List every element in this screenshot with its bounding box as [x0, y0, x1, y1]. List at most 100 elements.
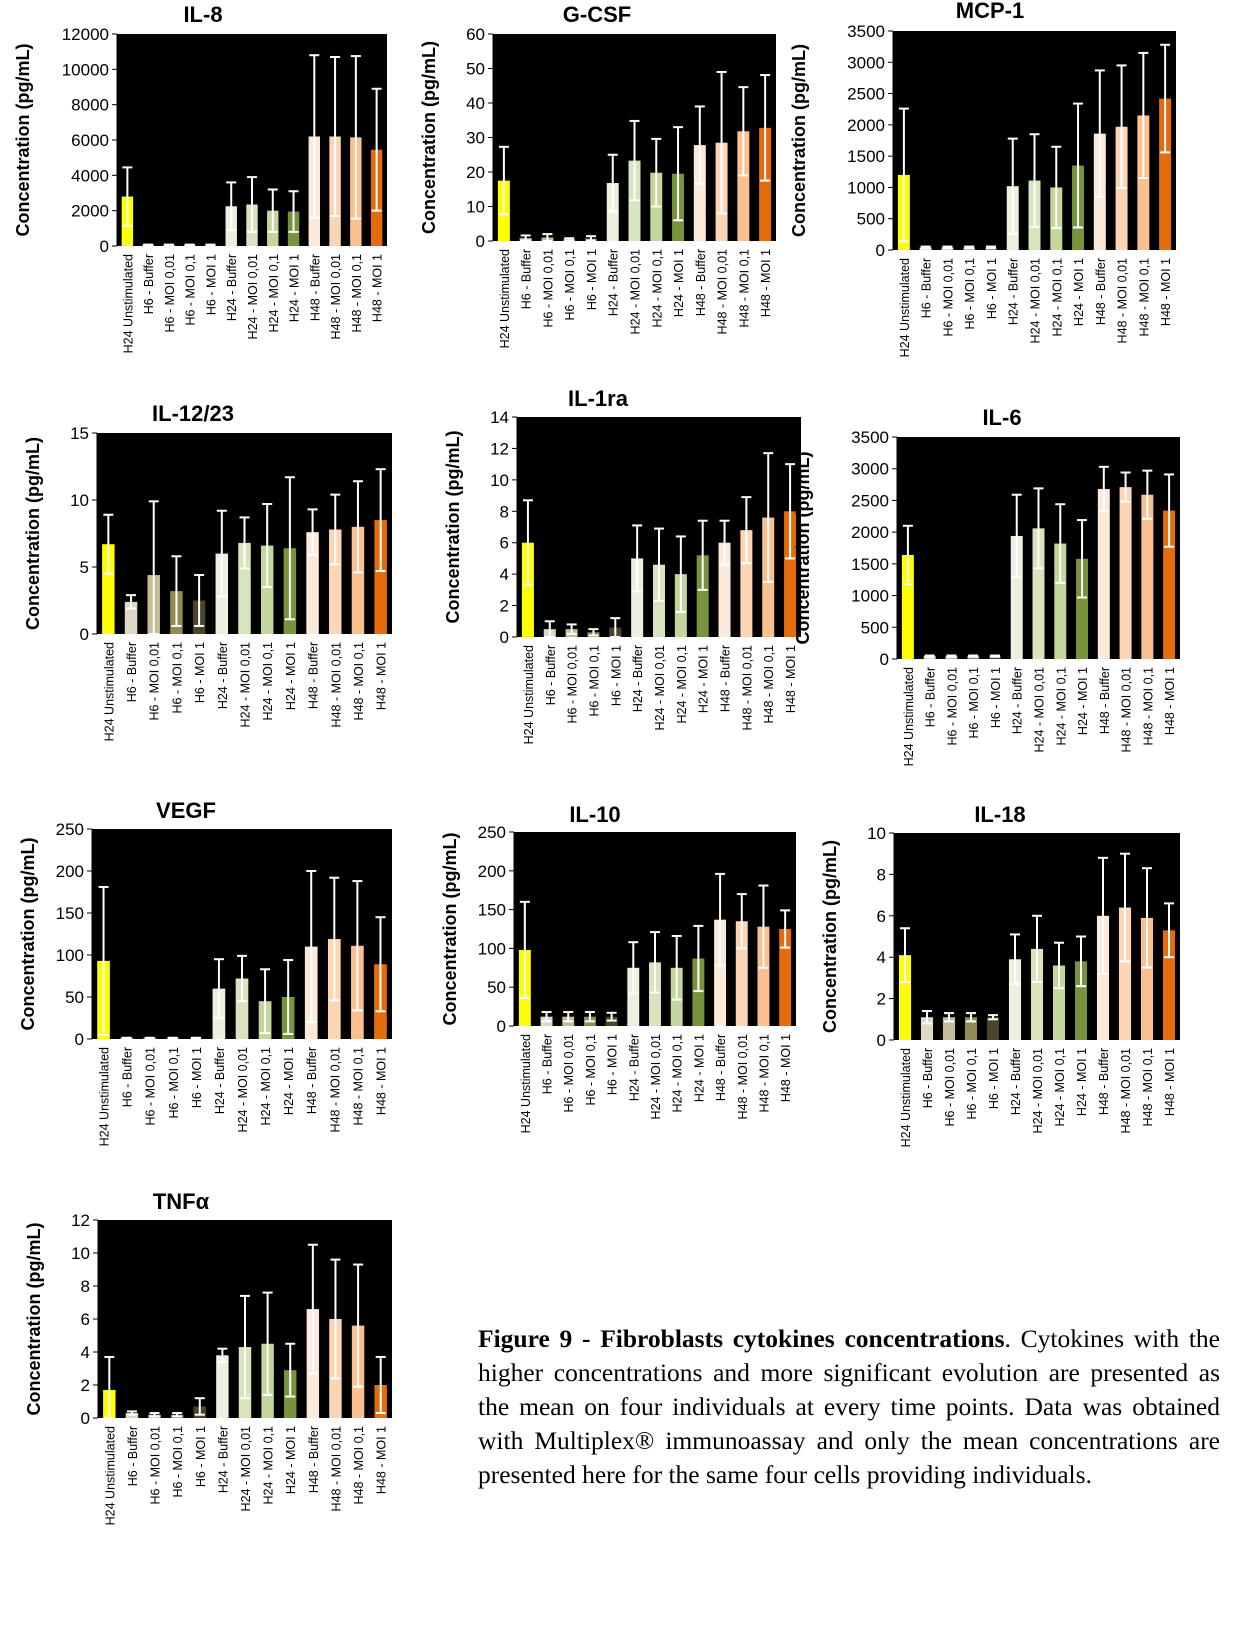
x-tick-label: H24 - MOI 0,01	[629, 249, 643, 334]
y-tick-label: 10	[490, 471, 509, 490]
bar	[216, 1355, 229, 1418]
chart-title: IL-1ra	[568, 386, 629, 411]
x-tick-label: H6 - MOI 0,1	[587, 645, 601, 717]
x-tick-label: H48 - MOI 0,01	[736, 1034, 750, 1119]
bar	[1140, 917, 1154, 1040]
x-tick-label: H48 - MOI 1	[759, 249, 773, 317]
x-tick-label: H24 - Buffer	[225, 254, 239, 321]
bar	[740, 530, 753, 637]
x-tick-label: H6 - MOI 1	[204, 254, 218, 315]
x-tick-label: H48 - MOI 0,1	[351, 1047, 365, 1126]
x-tick-label: H48 - Buffer	[1098, 667, 1112, 734]
chart-title: IL-18	[974, 802, 1025, 827]
y-tick-label: 0	[75, 1030, 84, 1049]
y-tick-label: 2	[500, 597, 509, 616]
x-tick-label: H24 Unstimulated	[498, 249, 512, 348]
x-tick-label: H48 - MOI 1	[371, 254, 385, 322]
y-tick-label: 2000	[847, 116, 885, 135]
x-tick-label: H24 - MOI 1	[1075, 1048, 1089, 1116]
x-tick-label: H6 - MOI 0,01	[941, 258, 955, 337]
x-tick-label: H6 - MOI 0,1	[170, 642, 184, 714]
x-tick-label: H24 - MOI 0,1	[675, 645, 689, 724]
chart-title: TNFα	[153, 1189, 210, 1214]
bar	[737, 131, 750, 241]
y-tick-label: 2000	[851, 523, 889, 542]
x-tick-label: H6 - Buffer	[520, 249, 534, 309]
x-tick-label: H24 - MOI 1	[1076, 667, 1090, 735]
y-tick-label: 100	[56, 946, 84, 965]
bar	[1074, 961, 1088, 1040]
bar	[1096, 915, 1110, 1040]
x-tick-label: H48 - Buffer	[307, 1426, 321, 1493]
x-tick-label: H24 - MOI 0,01	[236, 1047, 250, 1132]
bar	[306, 532, 319, 634]
x-tick-label: H24 - MOI 1	[1072, 258, 1086, 326]
x-tick-label: H24 - MOI 1	[288, 254, 302, 322]
x-tick-label: H48 - MOI 0,1	[352, 1426, 366, 1505]
x-tick-label: H24 - MOI 0,01	[239, 1426, 253, 1511]
chart-panel: IL-1ra 0 2 4 6 8 10 12 14 Concentration (pg/mL) H2…	[443, 386, 801, 744]
x-tick-label: H48 - MOI 0,01	[329, 1426, 343, 1511]
x-tick-label: H48 - MOI 1	[779, 1034, 793, 1102]
x-tick-label: H48 - MOI 1	[374, 1047, 388, 1115]
y-tick-label: 2	[81, 1376, 90, 1395]
x-tick-label: H24 - MOI 0,1	[267, 254, 281, 333]
y-tick-label: 0	[81, 1409, 90, 1428]
y-tick-label: 12	[490, 439, 509, 458]
x-tick-label: H48 - MOI 0,1	[1141, 667, 1155, 746]
y-tick-label: 40	[466, 94, 485, 113]
x-tick-label: H24 - MOI 0,1	[1053, 1048, 1067, 1127]
x-tick-label: H48 - MOI 0,01	[716, 249, 730, 334]
x-tick-label: H48 - MOI 0,1	[757, 1034, 771, 1113]
bar	[718, 542, 731, 637]
x-tick-label: H24 - MOI 0,1	[671, 1034, 685, 1113]
y-axis-label: Concentration (pg/mL)	[13, 44, 33, 237]
x-tick-label: H24 - MOI 1	[692, 1034, 706, 1102]
x-tick-label: H6 - MOI 1	[193, 642, 207, 703]
y-tick-label: 4	[877, 948, 886, 967]
y-tick-label: 5	[80, 558, 89, 577]
bar	[374, 520, 387, 634]
x-tick-label: H6 - MOI 1	[987, 1048, 1001, 1109]
x-tick-label: H6 - Buffer	[121, 1047, 135, 1107]
x-tick-label: H24 Unstimulated	[102, 642, 116, 741]
chart-title: MCP-1	[956, 0, 1024, 23]
bar	[124, 601, 138, 634]
bar	[696, 555, 709, 637]
x-tick-label: H24 - MOI 0,1	[259, 1047, 273, 1126]
bar	[631, 558, 644, 637]
y-tick-label: 200	[478, 862, 506, 881]
y-tick-label: 0	[100, 237, 109, 256]
x-tick-label: H6 - Buffer	[125, 642, 139, 702]
x-tick-label: H6 - MOI 0,1	[563, 249, 577, 321]
chart-panel: IL-18 0 2 4 6 8 10 Concentration (pg/mL) H24 Uns…	[820, 802, 1180, 1147]
y-tick-label: 15	[70, 424, 89, 443]
x-tick-label: H6 - MOI 1	[985, 258, 999, 319]
x-tick-label: H48 - MOI 1	[784, 645, 798, 713]
bar	[329, 529, 342, 634]
y-tick-label: 8	[81, 1277, 90, 1296]
y-tick-label: 6	[81, 1310, 90, 1329]
x-tick-label: H24 - MOI 0,01	[246, 254, 260, 339]
x-tick-label: H24 - Buffer	[631, 645, 645, 712]
y-tick-label: 60	[466, 25, 485, 44]
y-tick-label: 100	[478, 939, 506, 958]
x-tick-label: H48 - MOI 1	[375, 642, 389, 710]
x-tick-label: H6 - MOI 0,01	[144, 1047, 158, 1126]
x-tick-label: H48 - MOI 0,01	[740, 645, 754, 730]
x-tick-label: H48 - Buffer	[719, 645, 733, 712]
x-tick-label: H24 - MOI 1	[697, 645, 711, 713]
chart-title: IL-10	[569, 802, 620, 827]
chart-panel: MCP-1 0 500 1000 1500 2000 2500 3000 3500 Concent…	[789, 0, 1176, 357]
y-tick-label: 200	[56, 862, 84, 881]
x-tick-label: H24 Unstimulated	[898, 258, 912, 357]
y-tick-label: 0	[497, 1017, 506, 1036]
x-tick-label: H6 - MOI 1	[190, 1047, 204, 1108]
bar	[521, 542, 534, 637]
x-tick-label: H6 - Buffer	[142, 254, 156, 314]
x-tick-label: H48 - MOI 1	[1159, 258, 1173, 326]
x-tick-label: H24 Unstimulated	[103, 1426, 117, 1525]
y-tick-label: 50	[466, 60, 485, 79]
x-tick-label: H48 - MOI 1	[1163, 1048, 1177, 1116]
bar	[260, 545, 274, 634]
